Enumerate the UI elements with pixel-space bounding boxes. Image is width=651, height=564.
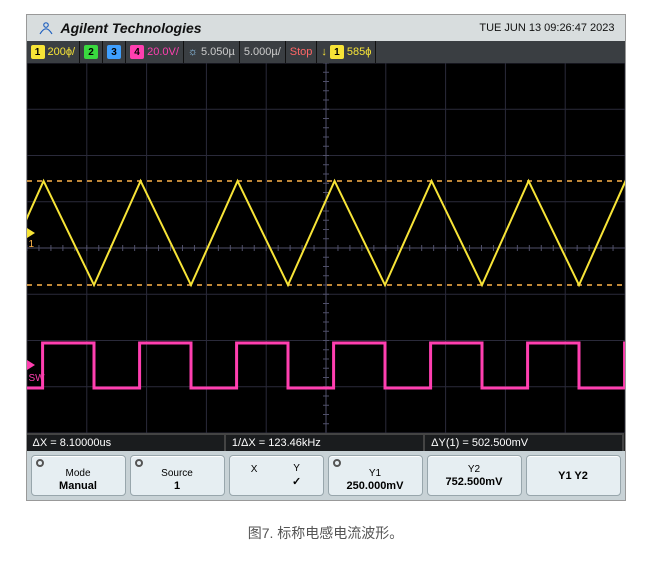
knob-icon — [36, 459, 44, 467]
waveforms — [27, 63, 625, 433]
y1y2-label: Y1 Y2 — [531, 470, 616, 482]
softkey-y1[interactable]: Y1 250.000mV — [328, 455, 423, 496]
status-ch2: 2 — [80, 41, 103, 63]
mode-value: Manual — [36, 480, 121, 492]
knob-icon — [135, 459, 143, 467]
figure-caption: 图7. 标称电感电流波形。 — [0, 501, 651, 559]
ch1-ground-label: 1 — [29, 239, 35, 250]
softkey-y1y2[interactable]: Y1 Y2 — [526, 455, 621, 496]
softkey-source[interactable]: Source 1 — [130, 455, 225, 496]
sun-icon: ☼ — [188, 46, 198, 58]
y2-value: 752.500mV — [432, 476, 517, 488]
x-label: X — [251, 464, 258, 476]
status-ch4: 4 20.0V/ — [126, 41, 184, 63]
status-trig: ↓ 1 585ϕ — [317, 41, 376, 63]
softkey-y2[interactable]: Y2 752.500mV — [427, 455, 522, 496]
title-bar: Agilent Technologies TUE JUN 13 09:26:47… — [27, 15, 625, 41]
ch4-ground-arrow-icon — [27, 360, 35, 370]
softkey-mode[interactable]: Mode Manual — [31, 455, 126, 496]
status-ch3: 3 — [103, 41, 126, 63]
meas-idx: 1/ΔX = 123.46kHz — [226, 433, 425, 451]
status-run: Stop — [286, 41, 318, 63]
status-ch1: 1 200ϕ/ — [27, 41, 81, 63]
brightness-val: 5.050µ — [201, 46, 235, 58]
trig-slope-icon: ↓ — [321, 46, 327, 58]
knob-icon — [333, 459, 341, 467]
meas-dy: ΔY(1) = 502.500mV — [425, 433, 624, 451]
brand: Agilent Technologies — [37, 19, 202, 37]
y-mark: ✓ — [292, 475, 301, 488]
waveform-screen: 1 SW — [27, 63, 625, 433]
oscilloscope-frame: Agilent Technologies TUE JUN 13 09:26:47… — [26, 14, 626, 501]
agilent-logo-icon — [37, 19, 55, 37]
ch4-scale: 20.0V/ — [147, 46, 179, 58]
trig-chip: 1 — [330, 45, 344, 59]
ch3-chip: 3 — [107, 45, 121, 59]
status-bar: 1 200ϕ/ 2 3 4 20.0V/ ☼ 5.050µ 5.000µ/ St… — [27, 41, 625, 63]
softkey-row: Mode Manual Source 1 X Y✓ Y1 250.000mV Y… — [27, 451, 625, 500]
ch1-scale: 200ϕ/ — [48, 46, 76, 58]
brand-text: Agilent Technologies — [61, 20, 202, 36]
ch2-chip: 2 — [84, 45, 98, 59]
measurement-row: ΔX = 8.10000us 1/ΔX = 123.46kHz ΔY(1) = … — [27, 433, 625, 451]
y1-value: 250.000mV — [333, 480, 418, 492]
trig-level: 585ϕ — [347, 46, 372, 58]
y-label: Y — [292, 463, 301, 475]
datetime: TUE JUN 13 09:26:47 2023 — [479, 22, 614, 34]
ch1-chip: 1 — [31, 45, 45, 59]
time-scale: 5.000µ/ — [244, 46, 281, 58]
y2-label: Y2 — [432, 464, 517, 476]
ch4-chip: 4 — [130, 45, 144, 59]
ch1-ground-arrow-icon — [27, 228, 35, 238]
softkey-xy[interactable]: X Y✓ — [229, 455, 324, 496]
status-brightness: ☼ 5.050µ — [184, 41, 240, 63]
sw-label: SW — [29, 373, 45, 384]
status-time: 5.000µ/ — [240, 41, 286, 63]
source-value: 1 — [135, 480, 220, 492]
source-label: Source — [135, 468, 220, 480]
y1-label: Y1 — [333, 468, 418, 480]
mode-label: Mode — [36, 468, 121, 480]
run-state: Stop — [290, 46, 313, 58]
meas-dx: ΔX = 8.10000us — [27, 433, 226, 451]
